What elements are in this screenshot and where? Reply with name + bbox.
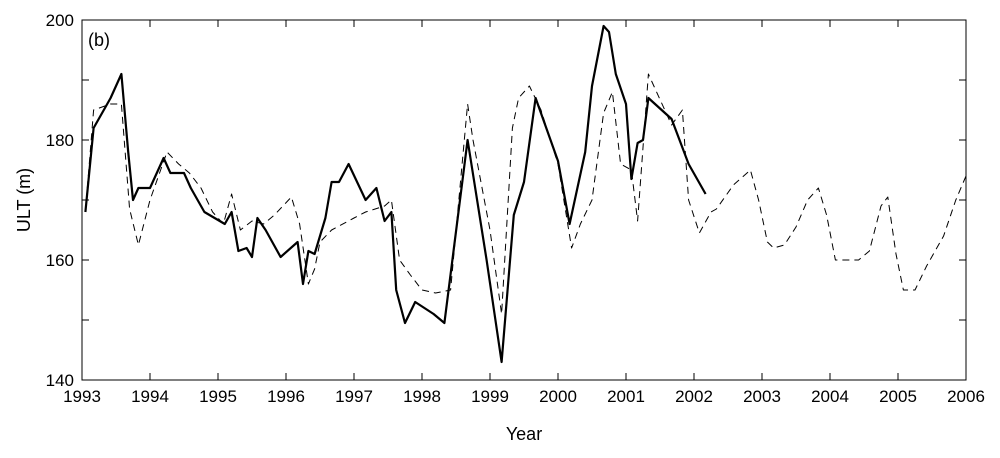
x-tick-label: 1995 <box>199 387 237 406</box>
y-tick-label: 140 <box>46 371 74 390</box>
series-line-solid <box>84 24 707 364</box>
x-tick-label: 2006 <box>947 387 985 406</box>
axes-layer <box>81 19 967 381</box>
x-tick-label: 2000 <box>539 387 577 406</box>
text-layer: (b) Year ULT (m) 1993 1994 1995 1996 1997 199… <box>14 11 985 444</box>
y-tick-label: 200 <box>46 11 74 30</box>
y-tick-label: 180 <box>46 131 74 150</box>
x-axis-label: Year <box>506 424 542 444</box>
series-line-dashed <box>84 73 967 315</box>
x-tick-label: 2003 <box>743 387 781 406</box>
y-tick-label: 160 <box>46 251 74 270</box>
x-tick-label: 2001 <box>607 387 645 406</box>
x-tick-label: 2002 <box>675 387 713 406</box>
x-tick-label: 1994 <box>131 387 169 406</box>
x-tick-label: 2005 <box>879 387 917 406</box>
series-layer <box>84 24 967 364</box>
x-tick-label: 1993 <box>63 387 101 406</box>
x-tick-label: 1998 <box>403 387 441 406</box>
x-tick-label: 1999 <box>471 387 509 406</box>
panel-label: (b) <box>88 30 110 50</box>
y-axis-label: ULT (m) <box>14 168 34 232</box>
x-tick-label: 1997 <box>335 387 373 406</box>
x-tick-label: 1996 <box>267 387 305 406</box>
x-tick-label: 2004 <box>811 387 849 406</box>
plot-frame <box>81 19 967 381</box>
